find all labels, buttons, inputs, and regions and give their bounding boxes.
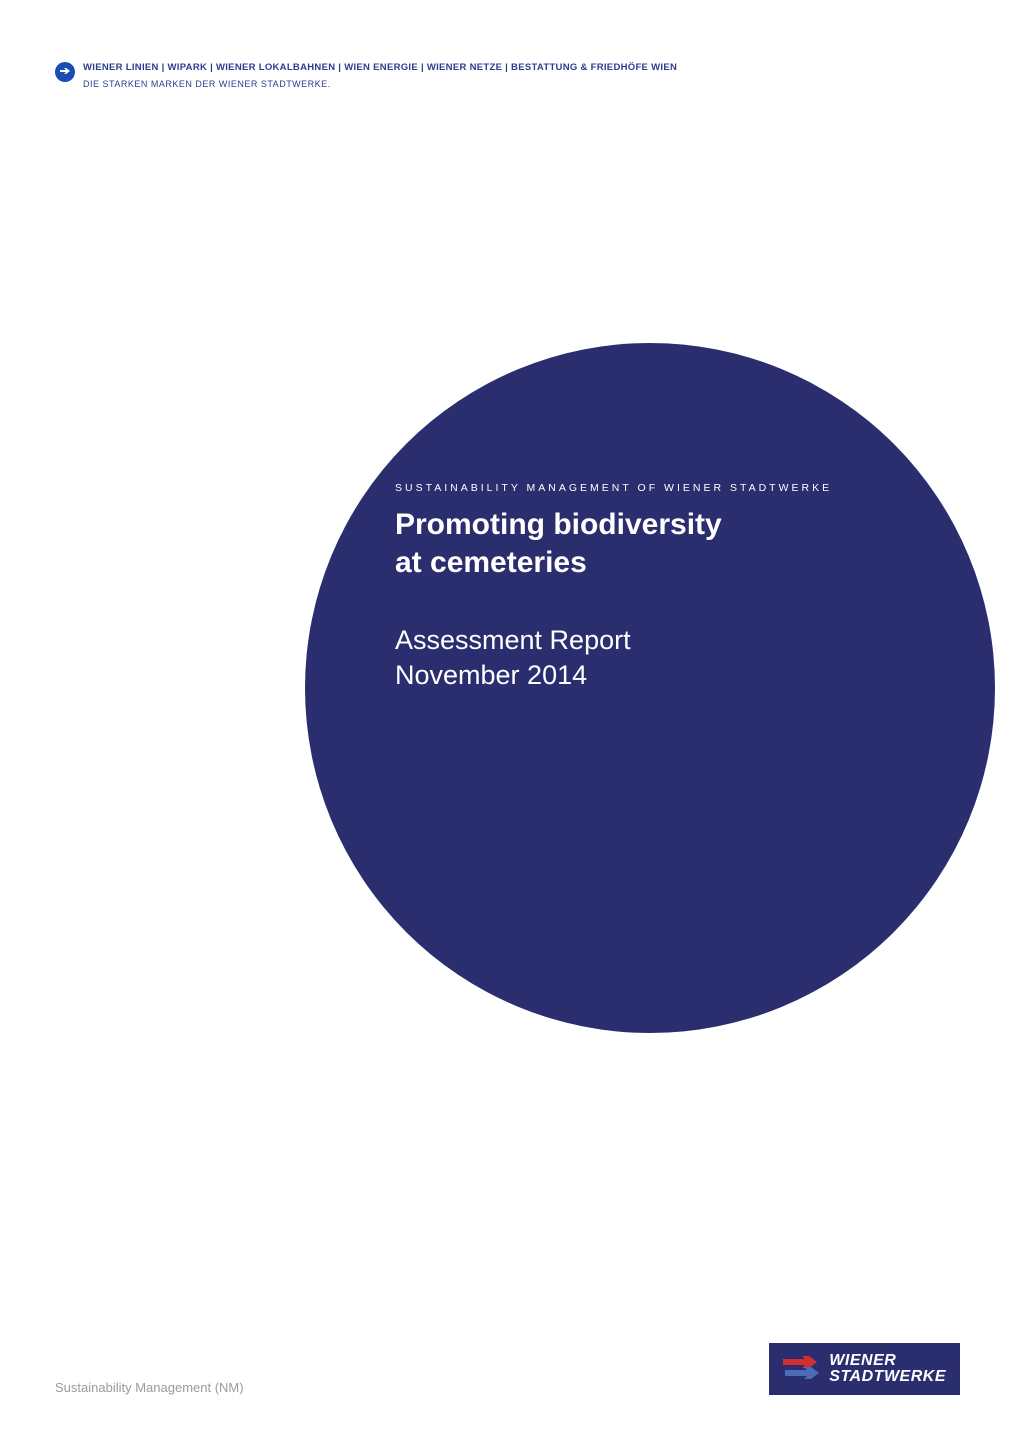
footer-logo: WIENER STADTWERKE [769,1343,960,1395]
cover-subtitle: Assessment Report November 2014 [395,623,832,693]
cover-content: SUSTAINABILITY MANAGEMENT OF WIENER STAD… [395,482,832,693]
cover-subtitle-line1: Assessment Report [395,623,832,658]
header-brands-line: WIENER LINIEN | WIPARK | WIENER LOKALBAH… [83,62,677,73]
cover-eyebrow: SUSTAINABILITY MANAGEMENT OF WIENER STAD… [395,482,832,494]
header-text-block: WIENER LINIEN | WIPARK | WIENER LOKALBAH… [83,62,677,89]
cover-title: Promoting biodiversity at cemeteries [395,506,832,581]
footer-logo-text: WIENER STADTWERKE [829,1353,946,1385]
footer-logo-line2: STADTWERKE [829,1369,946,1385]
footer-logo-mark-icon [783,1356,819,1382]
page-header: WIENER LINIEN | WIPARK | WIENER LOKALBAH… [55,62,677,89]
footer-logo-line1: WIENER [829,1353,946,1369]
cover-subtitle-line2: November 2014 [395,658,832,693]
cover-title-line1: Promoting biodiversity [395,506,832,544]
cover-title-line2: at cemeteries [395,544,832,582]
header-logo-icon [55,62,75,82]
footer-text: Sustainability Management (NM) [55,1380,244,1395]
header-tagline-line: DIE STARKEN MARKEN DER WIENER STADTWERKE… [83,79,677,89]
